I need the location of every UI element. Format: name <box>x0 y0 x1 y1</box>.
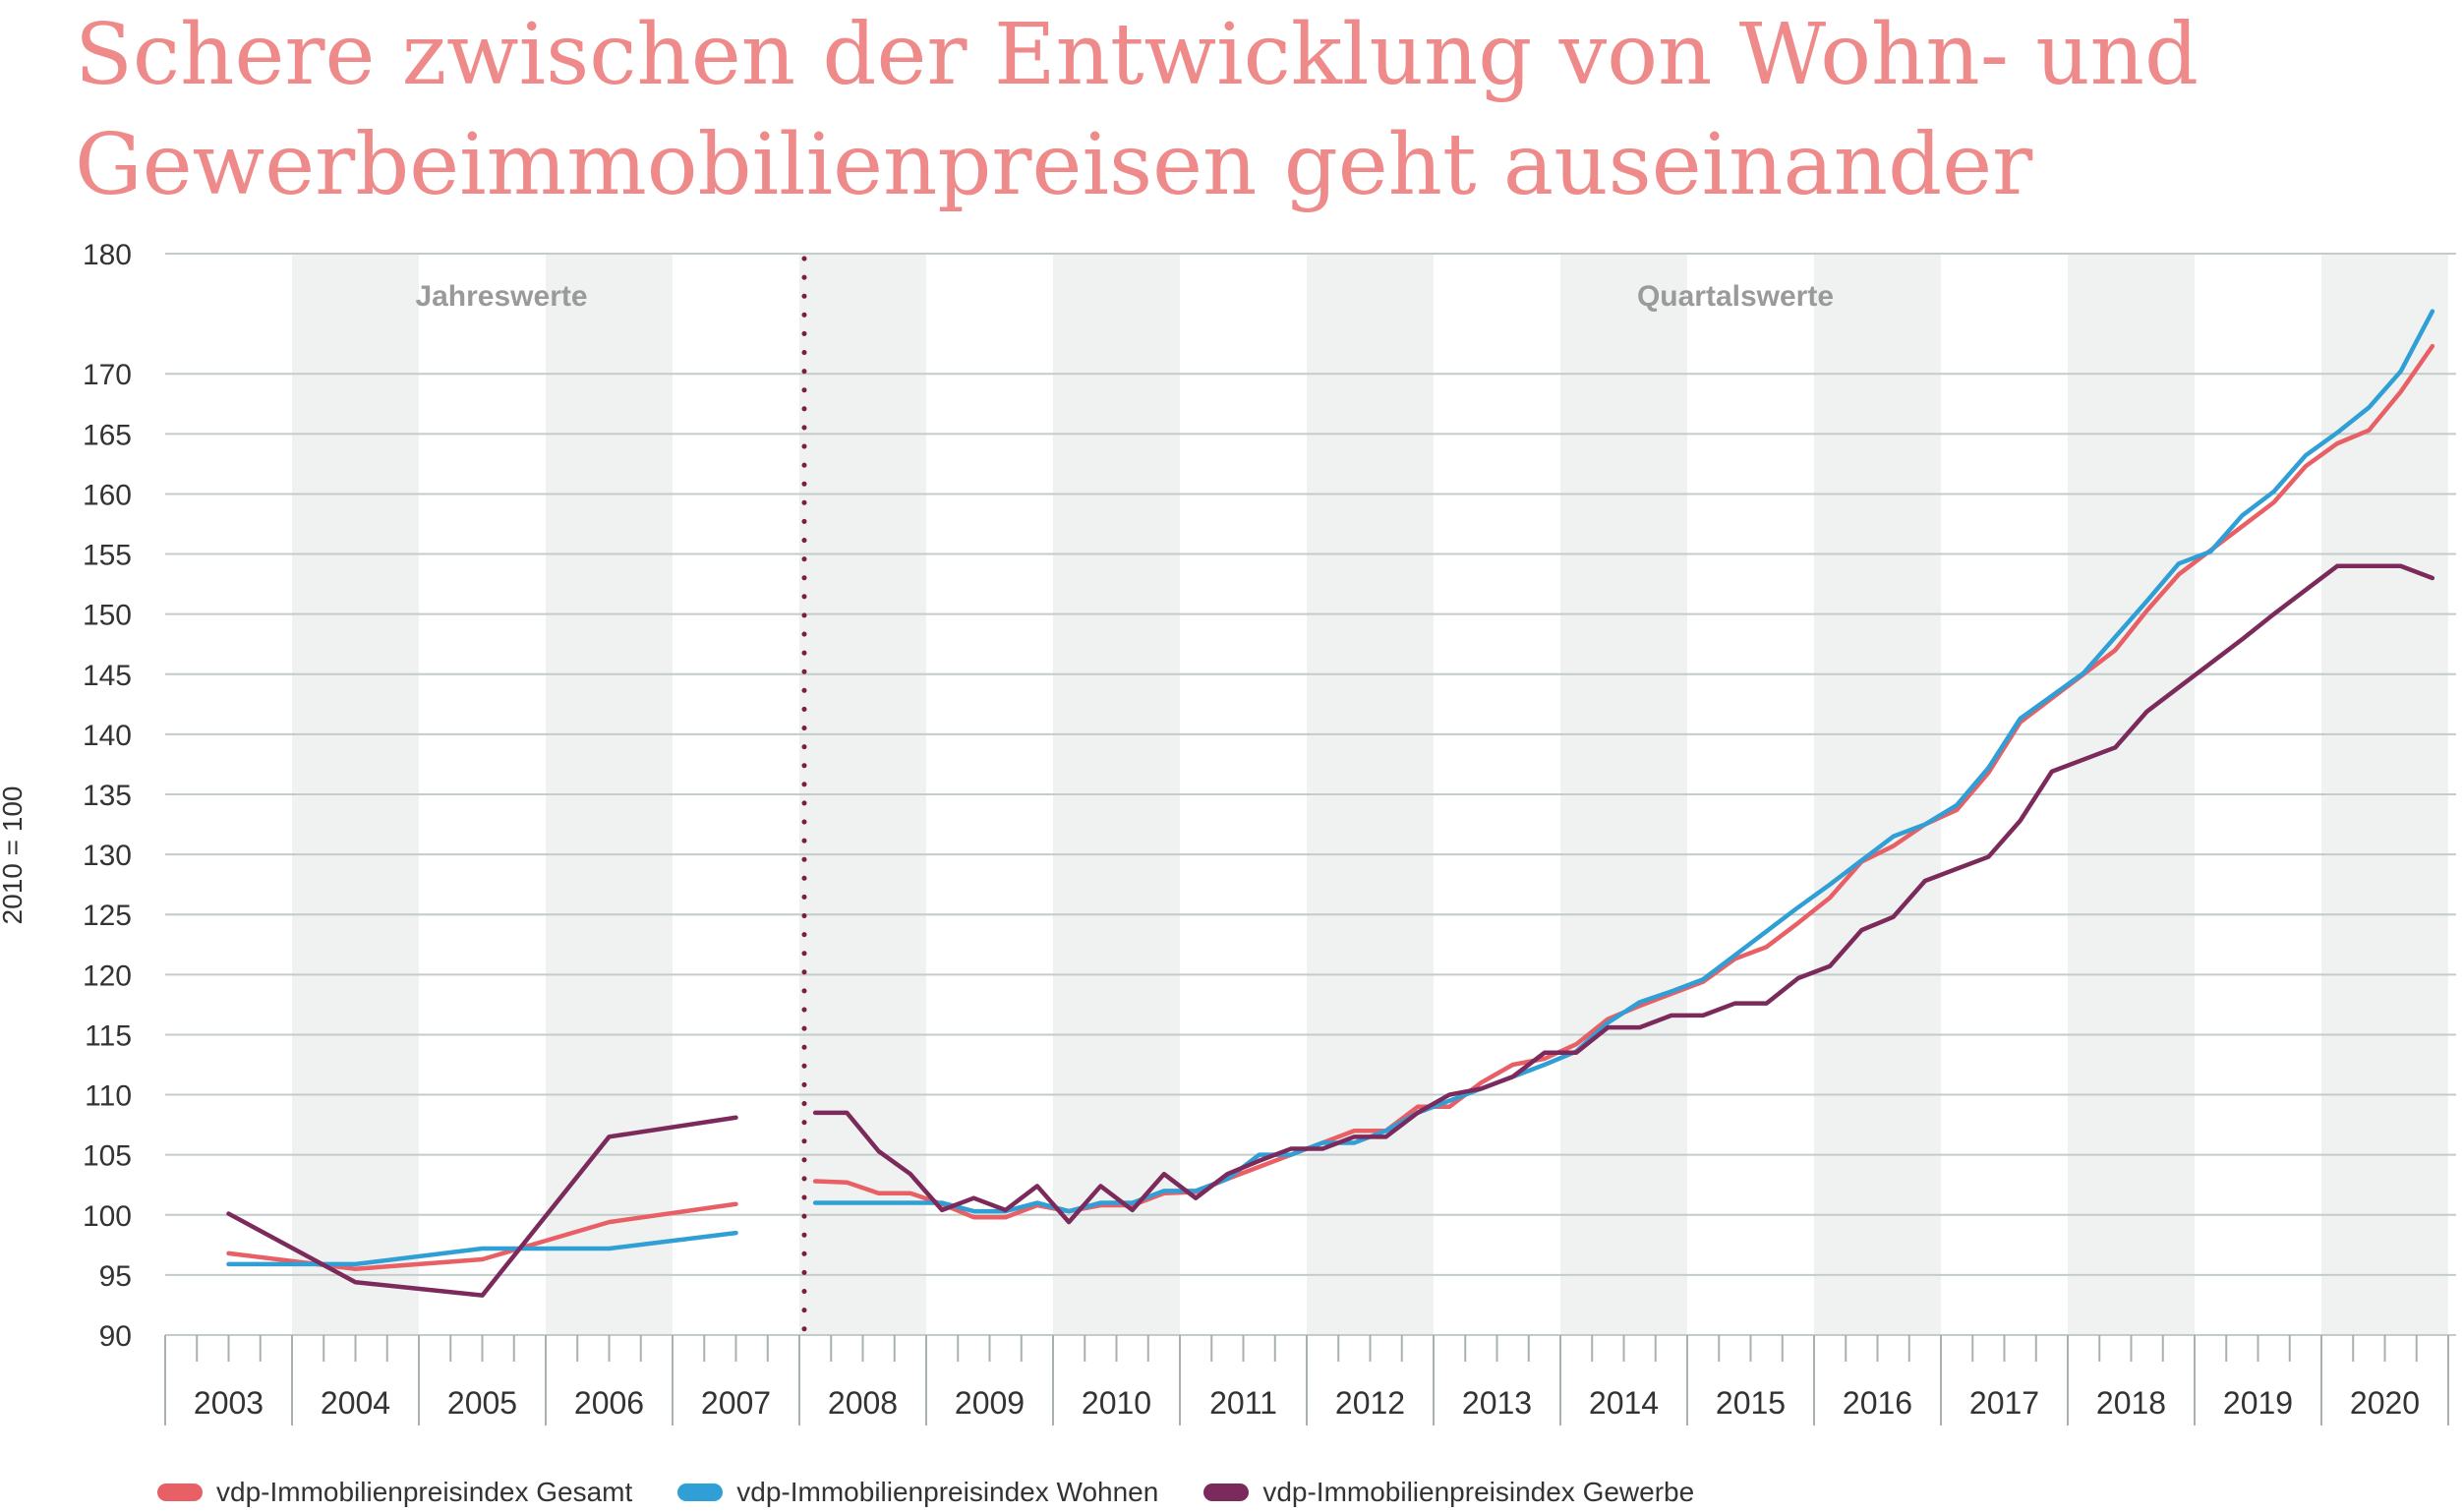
x-tick-label: 2003 <box>194 1385 264 1421</box>
band-label-annual: Jahreswerte <box>415 280 587 313</box>
y-tick-label: 90 <box>99 1320 132 1353</box>
line-chart: 90 95 100 105 110 115 120 125 130 135 140 145 150 155… <box>0 239 2456 1425</box>
x-tick-label: 2007 <box>701 1385 771 1421</box>
legend-label-wohnen: vdp-Immobilienpreisindex Wohnen <box>736 1477 1159 1507</box>
y-tick-label: 100 <box>83 1200 132 1233</box>
x-tick-label: 2006 <box>574 1385 644 1421</box>
series-line-annual-wohnen <box>226 1230 738 1267</box>
legend-item-gewerbe: vdp-Immobilienpreisindex Gewerbe <box>1203 1477 1694 1508</box>
y-axis-tick-labels: 90 95 100 105 110 115 120 125 130 135 140 145 150 155… <box>83 239 132 1353</box>
y-tick-label: 170 <box>83 359 132 391</box>
x-tick-label: 2012 <box>1335 1385 1405 1421</box>
legend-swatch-wohnen <box>677 1483 724 1501</box>
grid-lines <box>165 253 2456 1336</box>
series-line-annual-gewerbe <box>226 1115 738 1298</box>
y-tick-label: 165 <box>83 419 132 451</box>
y-axis-label: 2010 = 100 <box>0 786 28 925</box>
y-tick-label: 150 <box>83 600 132 632</box>
x-tick-label: 2010 <box>1082 1385 1151 1421</box>
page-title: Schere zwischen der Entwicklung von Wohn… <box>75 0 2415 220</box>
band-label-quarterly: Quartalswerte <box>1637 280 1834 313</box>
legend-swatch-gesamt <box>157 1483 203 1501</box>
y-tick-label: 145 <box>83 660 132 692</box>
x-tick-label: 2005 <box>447 1385 517 1421</box>
x-tick-label: 2014 <box>1589 1385 1659 1421</box>
y-tick-label: 125 <box>83 900 132 932</box>
legend-item-gesamt: vdp-Immobilienpreisindex Gesamt <box>157 1477 632 1508</box>
series-line-quarterly-gewerbe <box>812 563 2435 1225</box>
legend-label-gesamt: vdp-Immobilienpreisindex Gesamt <box>216 1477 633 1507</box>
x-tick-label: 2020 <box>2350 1385 2420 1421</box>
y-tick-label: 180 <box>83 239 132 271</box>
x-tick-label: 2019 <box>2223 1385 2293 1421</box>
period-labels: Jahreswerte Quartalswerte <box>415 280 1834 313</box>
legend-item-wohnen: vdp-Immobilienpreisindex Wohnen <box>677 1477 1158 1508</box>
y-tick-label: 155 <box>83 540 132 572</box>
x-tick-label: 2018 <box>2096 1385 2166 1421</box>
x-tick-label: 2009 <box>955 1385 1025 1421</box>
x-tick-label: 2008 <box>828 1385 898 1421</box>
y-tick-label: 95 <box>99 1260 132 1293</box>
legend: vdp-Immobilienpreisindex Gesamt vdp-Immo… <box>157 1473 1739 1512</box>
title-line-1: Schere zwischen der Entwicklung von Wohn… <box>75 6 2199 104</box>
x-tick-label: 2011 <box>1209 1385 1277 1421</box>
x-tick-label: 2015 <box>1716 1385 1786 1421</box>
y-tick-label: 160 <box>83 479 132 511</box>
y-tick-label: 110 <box>85 1080 132 1113</box>
y-tick-label: 140 <box>83 720 132 752</box>
x-tick-label: 2016 <box>1843 1385 1912 1421</box>
y-tick-label: 115 <box>85 1019 132 1052</box>
x-tick-label: 2004 <box>321 1385 390 1421</box>
y-tick-label: 135 <box>83 780 132 812</box>
x-tick-label: 2013 <box>1462 1385 1532 1421</box>
legend-swatch-gewerbe <box>1203 1483 1250 1501</box>
title-line-2: Gewerbeimmobilienpreisen geht auseinande… <box>75 116 2033 214</box>
x-axis: 2003 2004 2005 2006 2007 2008 2009 2010 2011 2012… <box>164 1335 2449 1425</box>
y-tick-label: 120 <box>83 960 132 992</box>
x-tick-label: 2017 <box>1969 1385 2039 1421</box>
series-lines <box>226 309 2435 1298</box>
legend-label-gewerbe: vdp-Immobilienpreisindex Gewerbe <box>1262 1477 1695 1507</box>
y-tick-label: 105 <box>83 1140 132 1173</box>
y-tick-label: 130 <box>83 840 132 872</box>
